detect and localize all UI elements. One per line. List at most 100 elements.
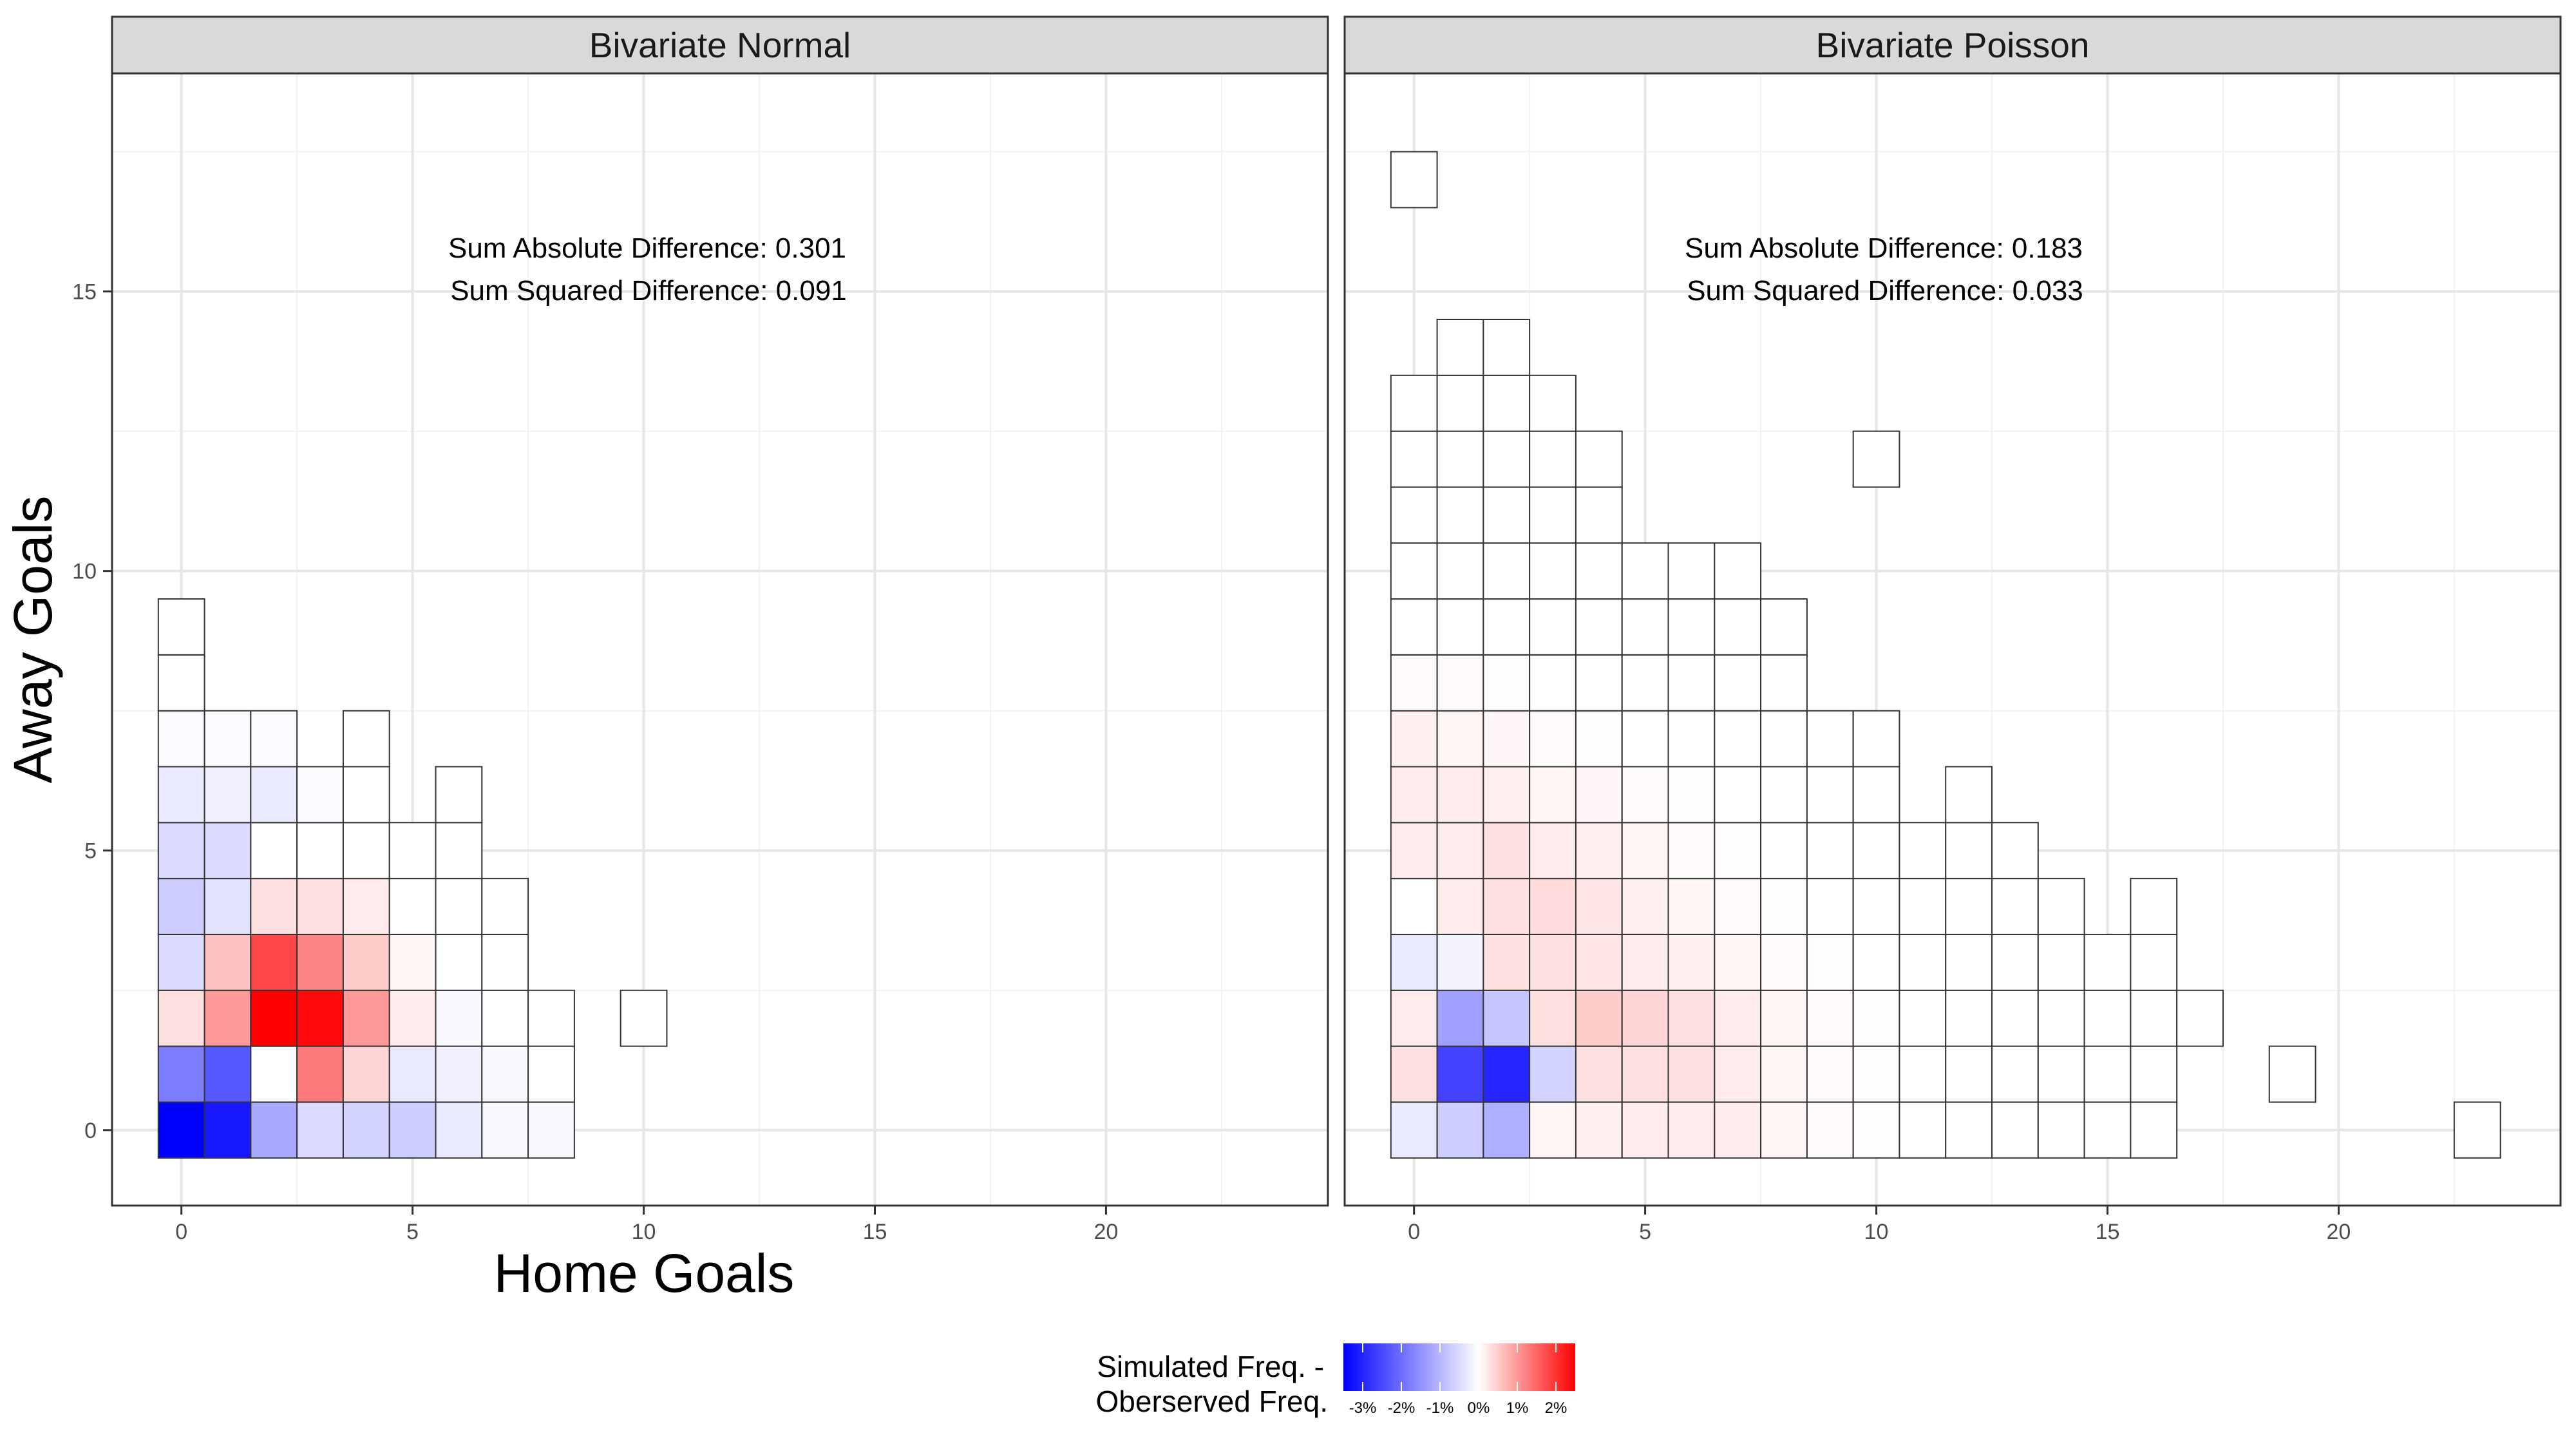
x-tick-label: 0 (1408, 1220, 1420, 1244)
heatmap-cell (1482, 1045, 1531, 1103)
heatmap-cell (1436, 710, 1484, 768)
heatmap-cell (1806, 1101, 1854, 1159)
heatmap-cell (1667, 989, 1716, 1047)
heatmap-cell (1482, 654, 1531, 712)
panel-bivariate-normal: Bivariate Normal Sum Absolute Difference… (111, 15, 1329, 1244)
heatmap-cell (1436, 542, 1484, 600)
x-tick-label: 15 (863, 1220, 887, 1244)
heatmap-cell (1621, 1101, 1669, 1159)
heatmap-cell (1621, 989, 1669, 1047)
heatmap-cell (1436, 654, 1484, 712)
heatmap-cell (1529, 989, 1577, 1047)
heatmap-cell (1806, 878, 1854, 935)
heatmap-cell (2130, 989, 2178, 1047)
heatmap-cell (1436, 598, 1484, 656)
heatmap-cell (204, 933, 252, 991)
heatmap-cell (435, 933, 483, 991)
heatmap-cell (1714, 989, 1762, 1047)
heatmap-cell (1760, 710, 1808, 768)
heatmap-cell (1529, 654, 1577, 712)
legend-tick-label: 2% (1545, 1399, 1567, 1417)
x-tick-label: 10 (1864, 1220, 1889, 1244)
x-axis-ticks-normal: 0 5 10 15 20 (175, 1206, 1118, 1244)
heatmap-cell (1575, 710, 1623, 768)
heatmap-cell (1390, 710, 1438, 768)
heatmap-cell (1852, 822, 1900, 880)
heatmap-cell (1806, 1045, 1854, 1103)
heatmap-cell (1575, 933, 1623, 991)
heatmap-cell (157, 1101, 205, 1159)
heatmap-cell (1760, 989, 1808, 1047)
heatmap-cell (1436, 1045, 1484, 1103)
heatmap-cell (1575, 654, 1623, 712)
heatmap-cell (1714, 654, 1762, 712)
heatmap-cell (481, 989, 529, 1047)
heatmap-cell (1852, 878, 1900, 935)
heatmap-cell (1529, 822, 1577, 880)
heatmap-cell (1390, 374, 1438, 432)
x-tick-label: 20 (1094, 1220, 1119, 1244)
heatmap-cell (1852, 766, 1900, 824)
heatmap-cell (1482, 374, 1531, 432)
legend-tick-label: -2% (1388, 1399, 1416, 1417)
heatmap-cell (296, 933, 344, 991)
heatmap-cell (1852, 1101, 1900, 1159)
heatmap-cell (1529, 1101, 1577, 1159)
heatmap-cell (342, 1045, 390, 1103)
heatmap-cell (2083, 989, 2132, 1047)
heatmap-cell (204, 822, 252, 880)
annotation-sum-squared-poisson: Sum Squared Difference: 0.033 (1687, 275, 2083, 307)
heatmap-cell (1945, 933, 1993, 991)
heatmap-cell (1760, 654, 1808, 712)
heatmap-cell (296, 766, 344, 824)
legend-tick-label: -3% (1349, 1399, 1377, 1417)
heatmap-cell (1621, 654, 1669, 712)
heatmap-cell (527, 989, 575, 1047)
y-tick-label: 10 (72, 560, 97, 584)
legend-tick-label: -1% (1426, 1399, 1454, 1417)
heatmap-cell (481, 878, 529, 935)
heatmap-cell (1806, 822, 1854, 880)
heatmap-cell (1991, 989, 2039, 1047)
heatmap-cells-normal (157, 598, 668, 1159)
heatmap-cell (2037, 1101, 2085, 1159)
heatmap-cell (157, 933, 205, 991)
heatmap-cell (342, 766, 390, 824)
heatmap-cell (157, 654, 205, 712)
heatmap-cell (204, 878, 252, 935)
annotation-sum-absolute-normal: Sum Absolute Difference: 0.301 (448, 232, 846, 264)
heatmap-cell (1436, 318, 1484, 376)
heatmap-cell (1390, 1101, 1438, 1159)
heatmap-cell (1390, 933, 1438, 991)
heatmap-cell (1482, 430, 1531, 488)
heatmap-cell (250, 710, 298, 768)
heatmap-cell (1714, 710, 1762, 768)
annotation-sum-absolute-poisson: Sum Absolute Difference: 0.183 (1685, 232, 2083, 264)
heatmap-cell (1945, 878, 1993, 935)
heatmap-cell (481, 1045, 529, 1103)
heatmap-cell (1714, 542, 1762, 600)
heatmap-cell (1760, 766, 1808, 824)
heatmap-cell (1482, 710, 1531, 768)
heatmap-cell (1575, 430, 1623, 488)
heatmap-cell (1667, 1101, 1716, 1159)
heatmap-cell (296, 989, 344, 1047)
heatmap-cell (1575, 1101, 1623, 1159)
heatmap-cell (250, 878, 298, 935)
heatmap-cell (2083, 1045, 2132, 1103)
heatmap-cell (1760, 878, 1808, 935)
heatmap-cell (1991, 1045, 2039, 1103)
heatmap-cell (1714, 598, 1762, 656)
heatmap-cell (342, 933, 390, 991)
heatmap-cell (1714, 766, 1762, 824)
heatmap-cell (1575, 1045, 1623, 1103)
heatmap-cell (342, 989, 390, 1047)
heatmap-cell (1436, 1101, 1484, 1159)
heatmap-cell (1482, 878, 1531, 935)
heatmap-cell (1852, 933, 1900, 991)
heatmap-cell (1529, 933, 1577, 991)
x-tick-label: 5 (1639, 1220, 1651, 1244)
heatmap-cell (435, 989, 483, 1047)
heatmap-cell (435, 822, 483, 880)
heatmap-cell (1575, 598, 1623, 656)
